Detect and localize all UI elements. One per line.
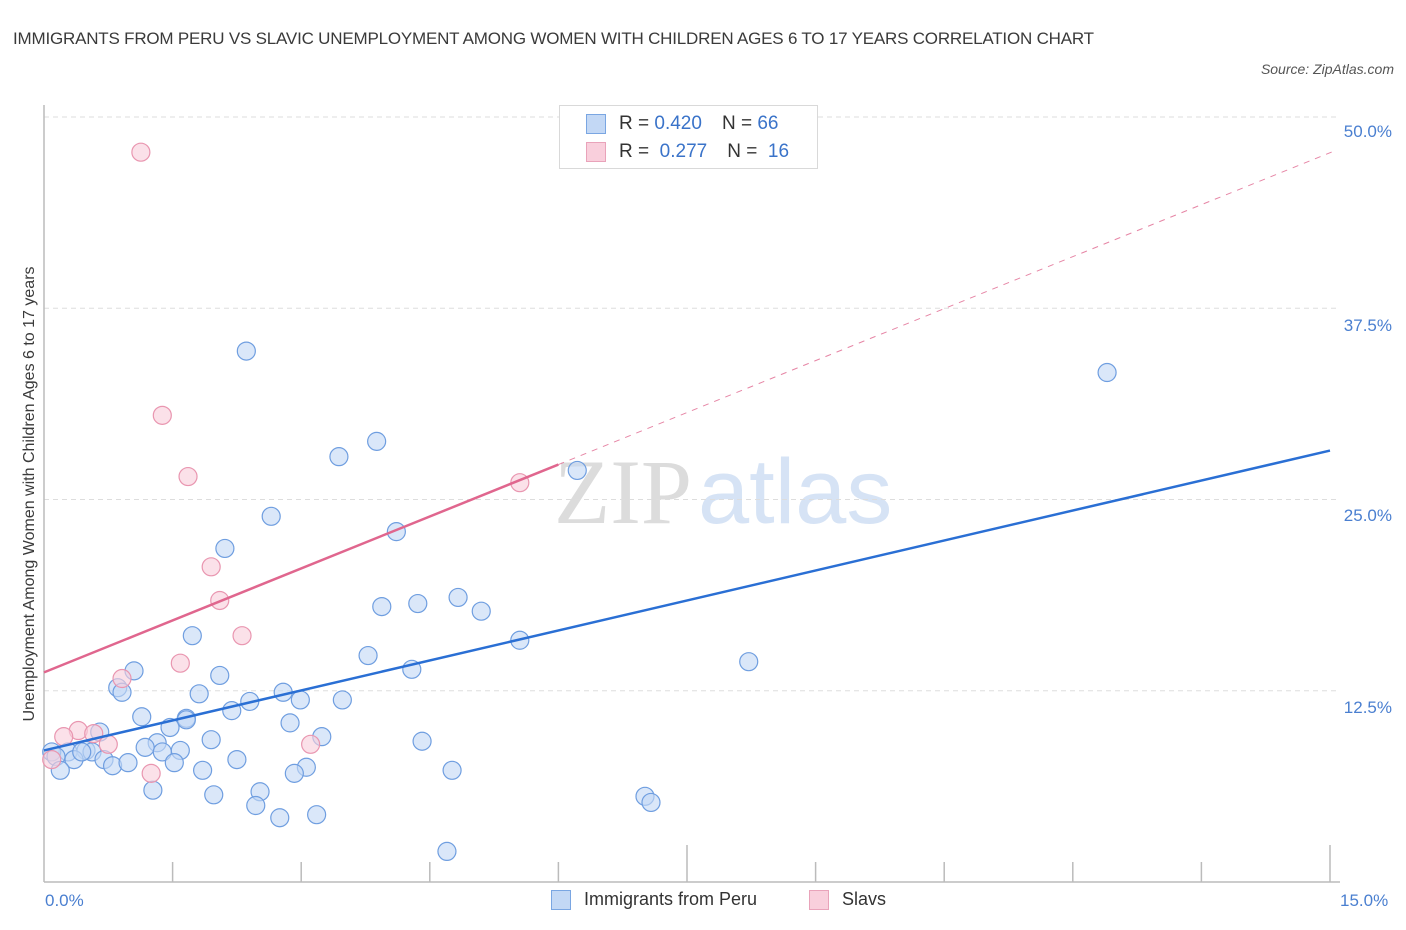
data-point: [290, 690, 310, 710]
gridlines: [44, 116, 1340, 692]
data-point: [118, 753, 138, 773]
data-point: [442, 760, 462, 780]
legend-item-slavs[interactable]: Slavs: [809, 889, 886, 910]
r-value: 0.420: [654, 113, 702, 134]
data-point: [132, 707, 152, 727]
data-point: [152, 742, 172, 762]
data-point: [301, 734, 321, 754]
data-point: [72, 742, 92, 762]
chart-title: IMMIGRANTS FROM PERU VS SLAVIC UNEMPLOYM…: [13, 29, 1094, 48]
y-tick-12-5: 12.5%: [1343, 698, 1392, 717]
data-point: [164, 753, 184, 773]
y-tick-50: 50.0%: [1343, 122, 1392, 141]
data-point: [227, 749, 247, 770]
legend-row-peru: R = 0.420 N = 66: [586, 112, 778, 136]
source-label: Source: ZipAtlas.com: [1260, 61, 1394, 77]
blue-swatch-icon: [551, 889, 571, 910]
n-label: N =: [727, 141, 758, 162]
legend-row-slavs: R = 0.277 N = 16: [586, 140, 789, 164]
data-point: [131, 142, 151, 162]
data-point: [236, 341, 256, 361]
data-point: [412, 731, 432, 751]
data-point: [261, 506, 281, 526]
trend-lines: [43, 150, 1336, 752]
data-point: [232, 626, 252, 646]
data-point: [210, 665, 230, 686]
legend-label: Slavs: [842, 889, 887, 909]
y-tick-37-5: 37.5%: [1343, 316, 1392, 335]
data-point: [372, 596, 392, 617]
data-point: [1097, 362, 1117, 383]
series-immigrants-from-peru: [42, 341, 1117, 862]
data-point: [567, 460, 587, 481]
peru-trend-line: [43, 449, 1331, 752]
series-slavs: [42, 142, 530, 783]
data-point: [280, 713, 300, 733]
zipatlas-watermark: ZIPatlas: [554, 442, 892, 542]
blue-swatch-icon: [586, 114, 606, 134]
data-point: [270, 808, 290, 828]
data-point: [437, 841, 457, 862]
r-label: R =: [619, 141, 650, 162]
data-point: [143, 780, 163, 800]
data-point: [141, 763, 161, 783]
r-label: R =: [619, 113, 650, 134]
data-point: [204, 785, 224, 805]
legend-item-immigrants-from-peru[interactable]: Immigrants from Peru: [551, 889, 757, 910]
pink-swatch-icon: [809, 889, 829, 910]
legend-label: Immigrants from Peru: [584, 889, 758, 909]
data-point: [641, 792, 661, 813]
data-point: [201, 730, 221, 750]
r-value: 0.277: [659, 141, 708, 162]
data-point: [246, 795, 266, 816]
data-point: [189, 684, 209, 704]
data-point: [329, 447, 349, 467]
data-point: [408, 593, 428, 614]
data-point: [215, 538, 235, 559]
data-point: [201, 557, 221, 577]
data-point: [178, 466, 198, 487]
data-point: [739, 652, 759, 672]
watermark-atlas: atlas: [698, 441, 893, 543]
x-tick-15: 15.0%: [1340, 891, 1389, 910]
y-tick-25: 25.0%: [1343, 506, 1392, 525]
n-label: N =: [721, 113, 753, 134]
data-point: [193, 760, 213, 780]
watermark-zip: ZIP: [554, 441, 692, 543]
data-point: [170, 653, 190, 673]
x-tick-0: 0.0%: [45, 891, 84, 910]
data-point: [307, 805, 327, 825]
data-point: [135, 737, 155, 757]
data-point: [102, 756, 123, 776]
slavs-trend-line: [43, 463, 559, 674]
data-point: [42, 749, 62, 770]
data-point: [152, 405, 172, 425]
data-point: [448, 587, 468, 608]
data-point: [54, 727, 74, 747]
data-point: [367, 431, 387, 451]
data-point: [284, 763, 304, 783]
data-point: [182, 626, 202, 646]
n-value: 16: [767, 141, 790, 162]
data-point: [332, 690, 352, 710]
n-value: 66: [757, 113, 779, 134]
pink-swatch-icon: [586, 142, 606, 162]
stats-legend: R = 0.420 N = 66 R = 0.277 N = 16: [559, 105, 818, 169]
data-point: [112, 668, 132, 689]
slavs-trend-extension: [558, 150, 1336, 465]
data-point: [471, 601, 491, 621]
data-point: [358, 645, 378, 666]
